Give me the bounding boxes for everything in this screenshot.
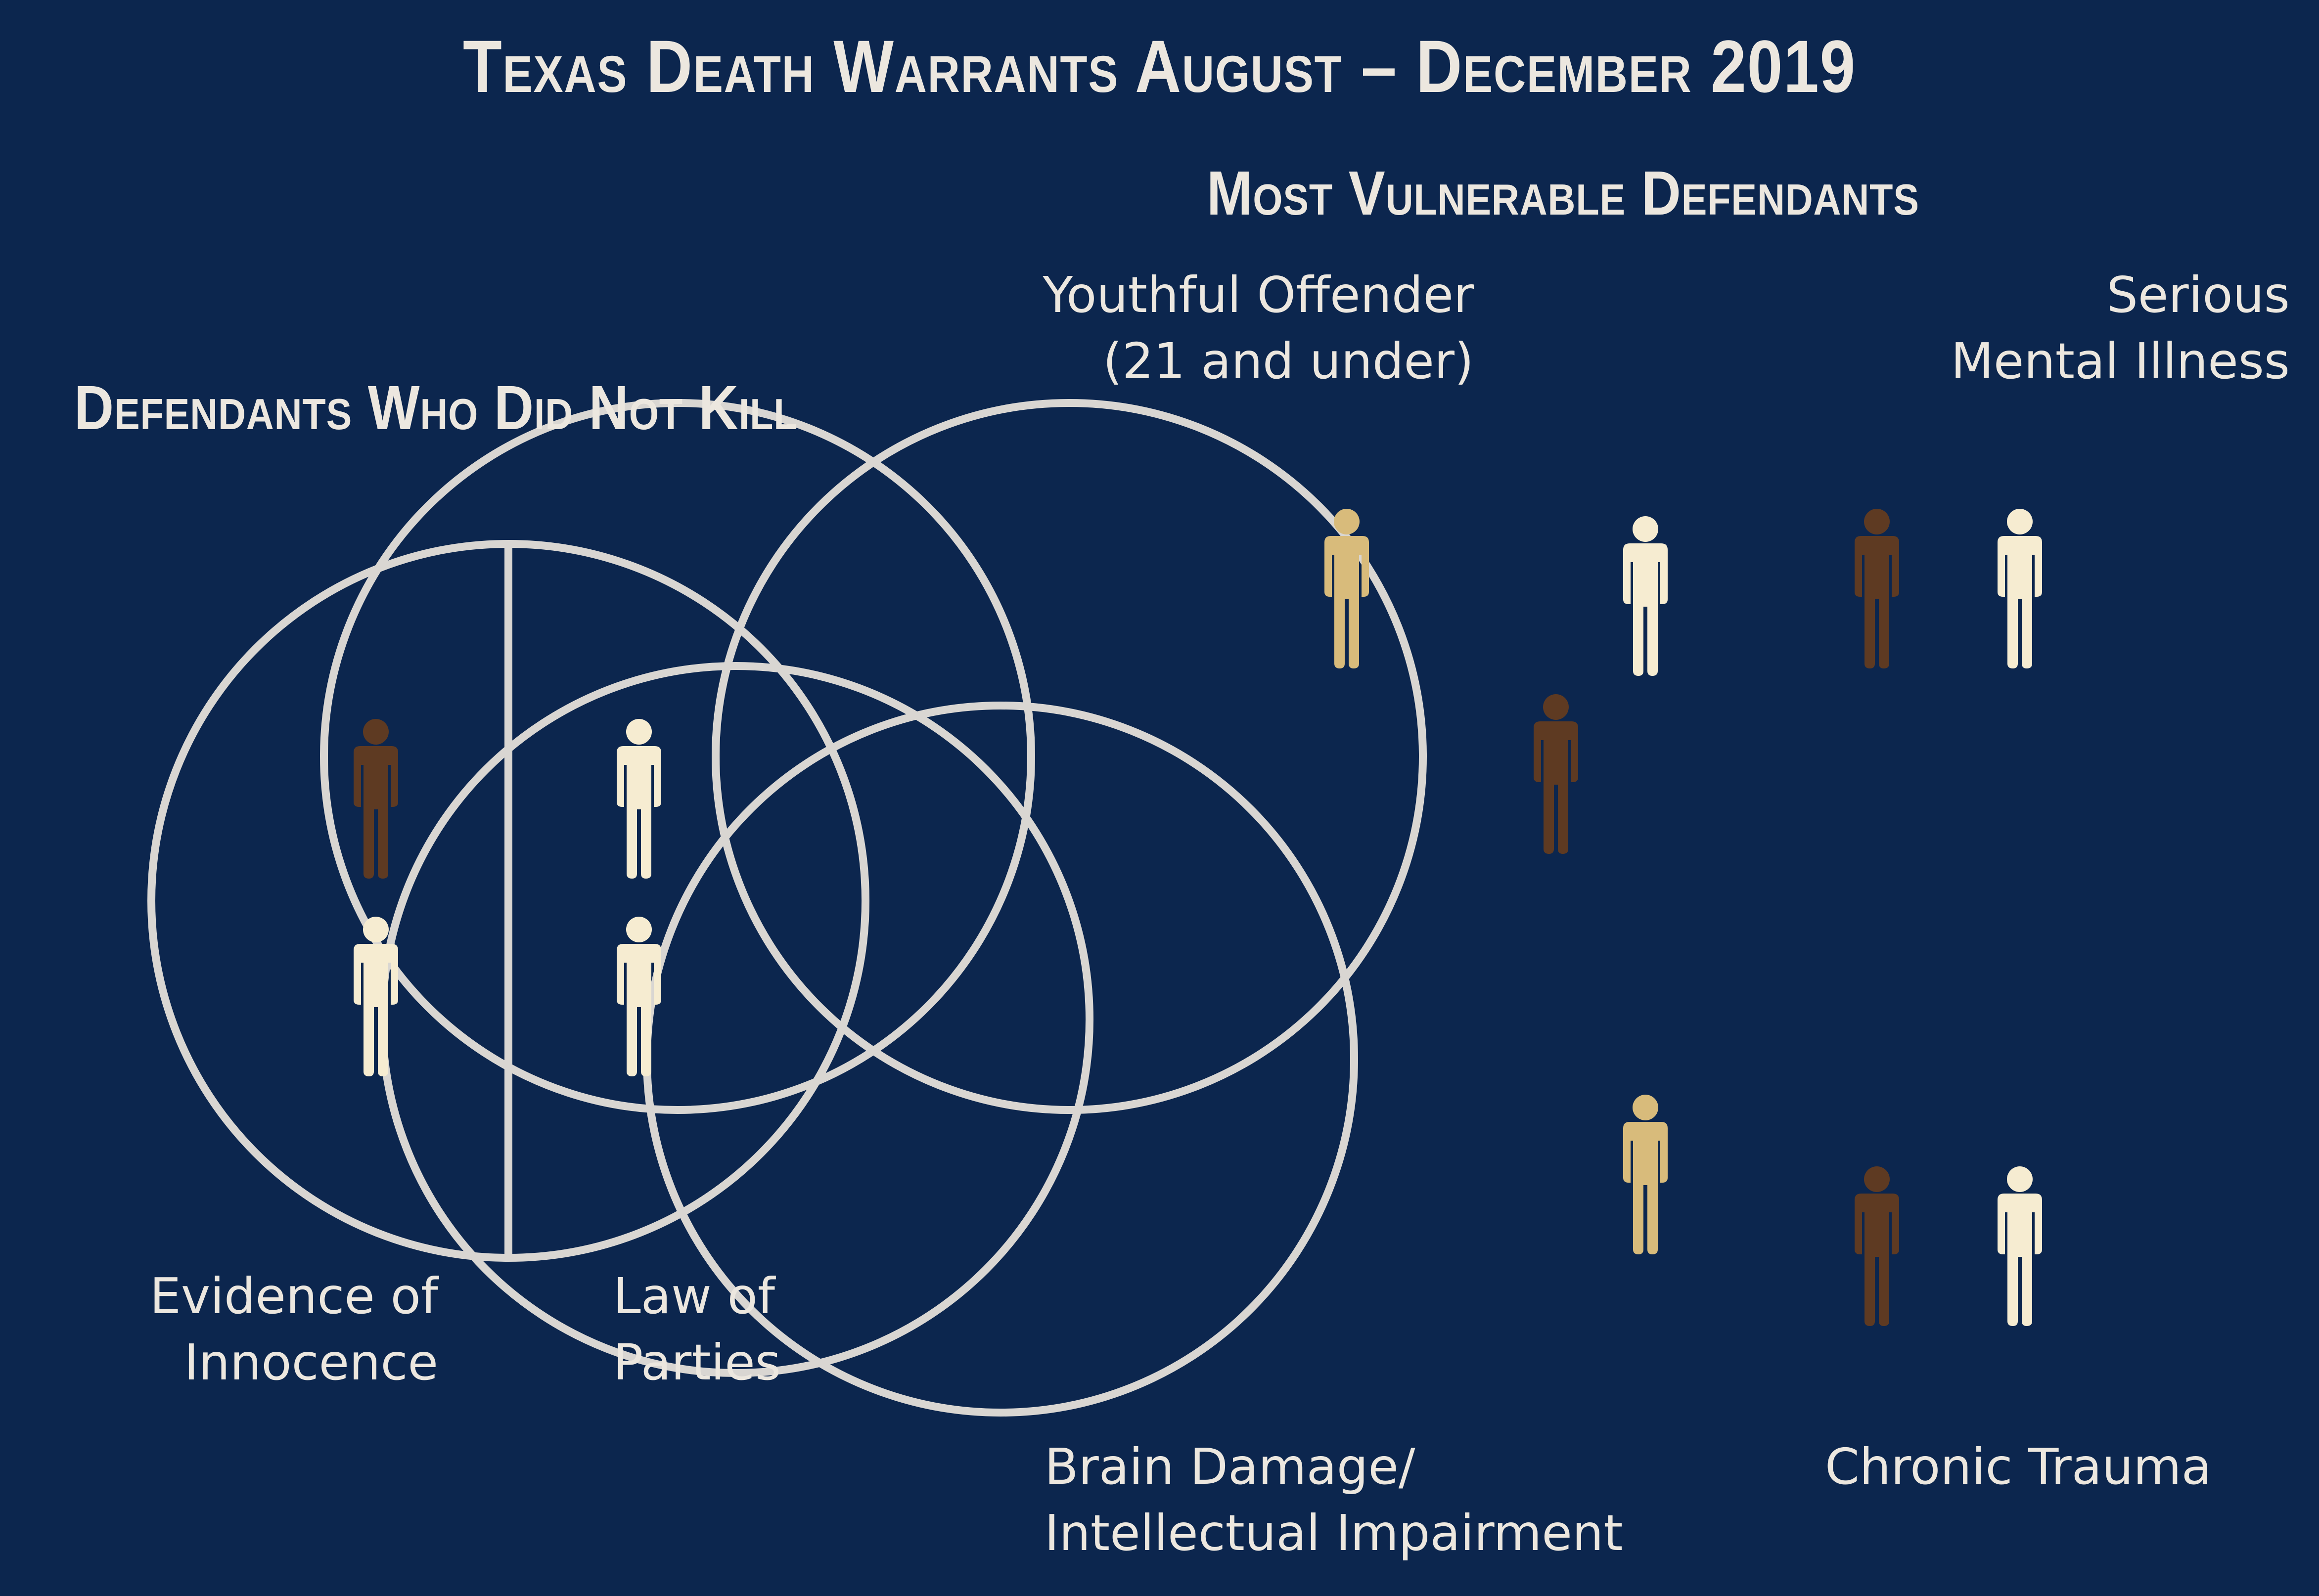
label-line: Innocence: [184, 1333, 438, 1391]
person-figure: [1855, 509, 1899, 668]
label-line: Evidence of: [149, 1267, 438, 1325]
person-figure: [617, 917, 661, 1076]
did-not-kill-diagram: [147, 540, 869, 1262]
label-line: Parties: [613, 1333, 781, 1391]
person-figure: [1623, 1095, 1668, 1254]
person-figure: [1534, 694, 1578, 854]
person-figure: [1855, 1166, 1899, 1326]
label-line: Mental Illness: [1951, 332, 2290, 390]
evidence-of-innocence-label: Evidence of Innocence: [134, 1263, 438, 1396]
label-line: Serious: [2106, 266, 2290, 324]
venn-circle-youthful: [320, 399, 1035, 1114]
label-line: (21 and under): [1103, 332, 1474, 390]
page-title: Texas Death Warrants August – December 2…: [462, 25, 1857, 108]
label-line: Chronic Trauma: [1825, 1438, 2212, 1496]
person-figure: [1998, 1166, 2042, 1326]
chronic-trauma-label: Chronic Trauma: [1825, 1434, 2212, 1500]
brain-damage-label: Brain Damage/ Intellectual Impairment: [1045, 1434, 1623, 1566]
mental-illness-label: Serious Mental Illness: [1894, 262, 2290, 395]
person-figure: [617, 719, 661, 879]
person-figure: [354, 719, 398, 879]
law-of-parties-label: Law of Parties: [613, 1263, 781, 1396]
label-line: Law of: [613, 1267, 775, 1325]
venn-circle-mental-illness: [712, 399, 1427, 1114]
label-line: Youthful Offender: [1043, 266, 1474, 324]
person-figure: [1623, 516, 1668, 676]
vulnerable-defendants-title: Most Vulnerable Defendants: [1207, 158, 1919, 228]
person-figure: [1324, 509, 1369, 668]
label-line: Brain Damage/: [1045, 1438, 1415, 1496]
label-line: Intellectual Impairment: [1045, 1504, 1623, 1562]
person-figures: [354, 509, 2042, 1326]
youthful-offender-label: Youthful Offender (21 and under): [1009, 262, 1474, 395]
did-not-kill-title: Defendants Who Did Not Kill: [74, 373, 798, 443]
person-figure: [1998, 509, 2042, 668]
